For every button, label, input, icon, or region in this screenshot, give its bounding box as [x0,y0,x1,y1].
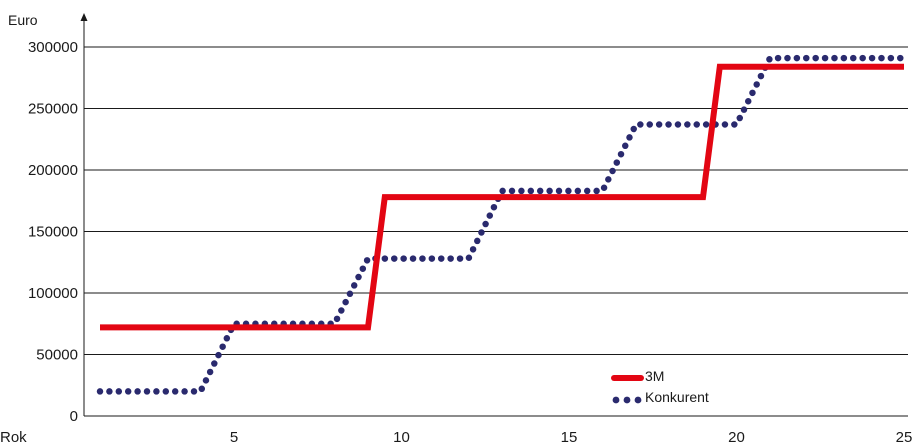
legend-dot [634,396,642,404]
y-tick-label: 250000 [28,101,78,118]
x-tick-label: 15 [561,429,578,445]
series [96,54,908,395]
x-tick-labels: 5 10 15 20 25 [230,429,913,445]
legend: 3M Konkurent [611,368,709,405]
y-tick-label: 200000 [28,162,78,179]
y-tick-label: 300000 [28,39,78,56]
y-axis [80,13,88,416]
x-axis-title: Rok [0,429,27,445]
y-axis-arrow [80,13,88,21]
y-tick-labels: 0 50000 100000 150000 200000 250000 300000 [28,39,78,425]
x-tick-label: 5 [230,429,238,445]
y-tick-label: 0 [70,408,78,425]
y-tick-label: 150000 [28,224,78,241]
y-tick-label: 100000 [28,285,78,302]
series-line-konkurent [96,54,908,395]
gridlines [84,46,908,417]
y-axis-title: Euro [8,12,38,28]
legend-swatch-konkurent [612,396,642,404]
x-tick-label: 20 [728,429,745,445]
y-tick-label: 50000 [36,347,78,364]
legend-dot [612,396,620,404]
legend-dot [623,396,631,404]
legend-label-3m: 3M [645,368,664,384]
legend-label-konkurent: Konkurent [645,389,709,405]
series-line-3m [100,63,904,331]
x-tick-label: 10 [393,429,410,445]
x-tick-label: 25 [896,429,913,445]
